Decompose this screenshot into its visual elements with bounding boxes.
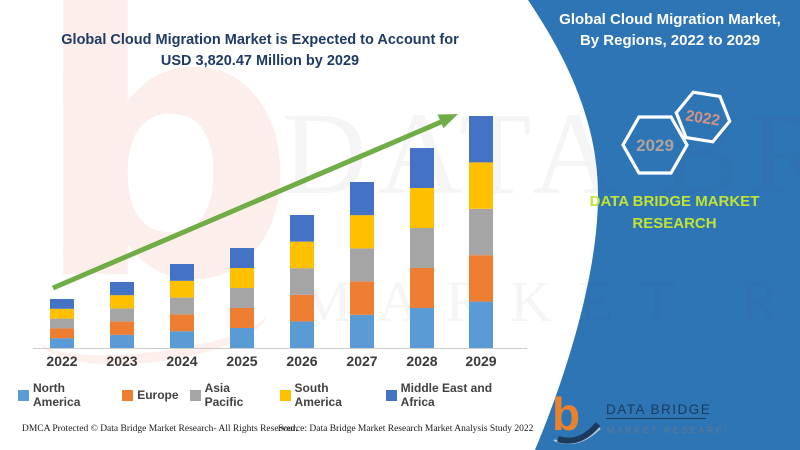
bar-segment-2024-south-america bbox=[170, 280, 194, 298]
x-axis-label-2022: 2022 bbox=[46, 353, 77, 369]
side-panel-shape bbox=[528, 0, 800, 450]
bar-segment-2027-europe bbox=[350, 281, 374, 315]
stacked-bar-chart: 2022 2023 2024 2025 2026 2027 2028 2029 bbox=[33, 114, 527, 369]
bar-segment-2028-middle-east-and-africa bbox=[410, 148, 434, 189]
bar-segment-2028-north-america bbox=[410, 308, 434, 348]
bar-segment-2022-europe bbox=[50, 328, 74, 339]
legend-swatch-asia-pacific bbox=[189, 389, 201, 401]
bar-segment-2023-asia-pacific bbox=[110, 308, 134, 322]
legend-label: Middle East and Africa bbox=[400, 381, 493, 409]
legend-item-asia-pacific: Asia Pacific bbox=[189, 381, 269, 409]
footer-dmca-text: DMCA Protected © Data Bridge Market Rese… bbox=[22, 424, 298, 434]
bar-segment-2027-middle-east-and-africa bbox=[350, 181, 374, 216]
bar-segment-2023-south-america bbox=[110, 295, 134, 309]
legend-item-middle-east-and-africa: Middle East and Africa bbox=[385, 381, 523, 409]
bar-segment-2022-south-america bbox=[50, 308, 74, 319]
chart-legend: North America Europe Asia Pacific South Ame… bbox=[18, 381, 523, 409]
trend-arrow-head bbox=[437, 114, 458, 129]
hexagon-2029-label: 2029 bbox=[636, 136, 674, 155]
brand-name-line1: DATA BRIDGE MARKET bbox=[589, 193, 760, 210]
bar-segment-2026-europe bbox=[290, 294, 314, 322]
bar-segment-2026-asia-pacific bbox=[290, 268, 314, 295]
bar-segment-2025-asia-pacific bbox=[230, 287, 254, 308]
bar-segment-2029-north-america bbox=[469, 301, 493, 348]
side-panel-background bbox=[528, 0, 800, 450]
chart-title-line2: USD 3,820.47 Million by 2029 bbox=[160, 53, 360, 69]
bar-segment-2029-south-america bbox=[469, 162, 493, 209]
panel-title-line2: By Regions, 2022 to 2029 bbox=[579, 32, 761, 49]
hexagon-2029: 2029 bbox=[621, 115, 689, 175]
bar-segment-2025-europe bbox=[230, 307, 254, 328]
footer-source-text: Source: Data Bridge Market Research Mark… bbox=[278, 424, 534, 434]
bar-segment-2029-asia-pacific bbox=[469, 208, 493, 256]
x-axis-label-2024: 2024 bbox=[166, 353, 197, 369]
bar-segment-2022-north-america bbox=[50, 338, 74, 348]
hexagon-2022: 2022 bbox=[674, 90, 732, 144]
hexagon-2022-outline bbox=[674, 90, 732, 144]
bar-segment-2025-south-america bbox=[230, 267, 254, 288]
bar-segment-2026-south-america bbox=[290, 241, 314, 269]
bar-segment-2026-north-america bbox=[290, 321, 314, 348]
bar-series-group bbox=[50, 116, 493, 348]
x-axis-labels: 2022 2023 2024 2025 2026 2027 2028 2029 bbox=[46, 353, 496, 369]
x-axis-label-2025: 2025 bbox=[226, 353, 257, 369]
chart-title: Global Cloud Migration Market is Expecte… bbox=[40, 30, 480, 72]
legend-item-europe: Europe bbox=[122, 388, 179, 402]
bar-segment-2028-south-america bbox=[410, 188, 434, 229]
x-axis-label-2023: 2023 bbox=[106, 353, 137, 369]
dbmr-logo-swoosh-icon bbox=[557, 422, 601, 444]
legend-label: South America bbox=[294, 381, 342, 409]
x-axis-label-2028: 2028 bbox=[406, 353, 437, 369]
brand-name: DATA BRIDGE MARKET RESEARCH bbox=[552, 191, 797, 235]
hexagon-2022-label: 2022 bbox=[684, 107, 721, 129]
hexagon-2029-outline bbox=[621, 115, 689, 175]
legend-swatch-middle-east-and-africa bbox=[385, 389, 397, 401]
legend-swatch-south-america bbox=[279, 389, 291, 401]
year-hexagons: 2022 2029 bbox=[621, 90, 732, 175]
bar-segment-2025-middle-east-and-africa bbox=[230, 247, 254, 268]
trend-arrow-line bbox=[52, 119, 442, 291]
bar-segment-2027-north-america bbox=[350, 314, 374, 348]
x-axis-label-2029: 2029 bbox=[465, 353, 496, 369]
bar-segment-2029-europe bbox=[469, 255, 493, 302]
bar-segment-2028-europe bbox=[410, 268, 434, 308]
bar-segment-2024-middle-east-and-africa bbox=[170, 264, 194, 281]
bar-segment-2025-north-america bbox=[230, 328, 254, 348]
chart-title-line1: Global Cloud Migration Market is Expecte… bbox=[61, 32, 459, 48]
bar-segment-2024-north-america bbox=[170, 331, 194, 348]
legend-label: North America bbox=[33, 381, 81, 409]
x-axis-label-2027: 2027 bbox=[346, 353, 377, 369]
bar-segment-2026-middle-east-and-africa bbox=[290, 215, 314, 242]
legend-label: Europe bbox=[137, 388, 179, 402]
bar-segment-2024-europe bbox=[170, 314, 194, 332]
legend-item-south-america: South America bbox=[279, 381, 375, 409]
bar-segment-2022-middle-east-and-africa bbox=[50, 298, 74, 309]
bar-segment-2022-asia-pacific bbox=[50, 318, 74, 329]
dbmr-logo-b-icon: b bbox=[552, 390, 580, 440]
trend-arrow bbox=[52, 114, 458, 291]
x-axis-label-2026: 2026 bbox=[286, 353, 317, 369]
bar-segment-2023-middle-east-and-africa bbox=[110, 281, 134, 296]
bar-segment-2023-north-america bbox=[110, 334, 134, 348]
bar-segment-2027-asia-pacific bbox=[350, 248, 374, 282]
panel-title-line1: Global Cloud Migration Market, bbox=[559, 11, 781, 28]
bar-segment-2024-asia-pacific bbox=[170, 297, 194, 315]
legend-swatch-europe bbox=[122, 389, 134, 401]
dbmr-logo: b DATA BRIDGE MARKET RESEARCH bbox=[552, 390, 726, 444]
legend-swatch-north-america bbox=[18, 389, 29, 401]
dbmr-logo-title: DATA BRIDGE bbox=[606, 402, 711, 417]
dbmr-logo-subtitle: MARKET RESEARCH bbox=[607, 425, 726, 435]
bar-segment-2029-middle-east-and-africa bbox=[469, 116, 493, 163]
legend-label: Asia Pacific bbox=[204, 381, 244, 409]
bar-segment-2028-asia-pacific bbox=[410, 228, 434, 269]
bar-segment-2023-europe bbox=[110, 321, 134, 335]
bar-segment-2027-south-america bbox=[350, 215, 374, 249]
panel-title: Global Cloud Migration Market, By Region… bbox=[545, 9, 795, 51]
legend-item-north-america: North America bbox=[18, 381, 111, 409]
brand-name-line2: RESEARCH bbox=[632, 215, 717, 232]
